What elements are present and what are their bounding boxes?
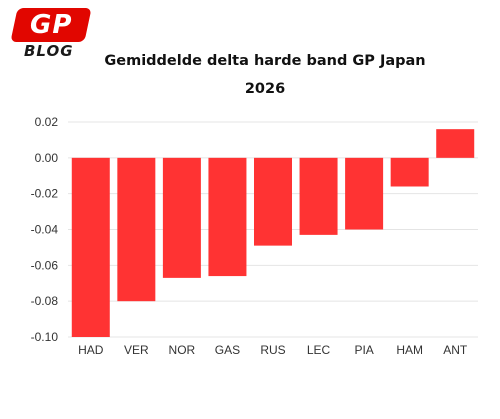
x-tick-label: LEC <box>307 343 331 357</box>
y-tick-label: -0.10 <box>31 330 59 344</box>
x-tick-label: RUS <box>260 343 285 357</box>
bar-gas <box>208 157 247 277</box>
y-tick-label: -0.02 <box>31 187 59 201</box>
bar-lec <box>299 157 338 235</box>
bar-ant <box>436 129 475 158</box>
logo-wordmark: BLOG <box>24 42 74 60</box>
gp-blog-logo: GP BLOG <box>10 8 92 60</box>
bar-had <box>71 157 110 337</box>
bar-rus <box>254 157 292 246</box>
x-tick-label: HAM <box>396 343 423 357</box>
y-tick-label: -0.04 <box>31 223 59 237</box>
x-tick-label: HAD <box>78 343 104 357</box>
x-tick-label: GAS <box>215 343 240 357</box>
y-tick-label: 0.02 <box>35 115 59 129</box>
y-tick-label: -0.06 <box>31 258 59 272</box>
x-tick-label: NOR <box>169 343 196 357</box>
bar-pia <box>345 157 384 230</box>
bar-nor <box>162 157 201 278</box>
y-tick-label: 0.00 <box>35 151 59 165</box>
bar-ham <box>390 157 429 187</box>
x-tick-label: PIA <box>354 343 373 357</box>
bar-ver <box>117 157 156 302</box>
y-tick-label: -0.08 <box>31 294 59 308</box>
x-tick-label: ANT <box>443 343 468 357</box>
x-tick-label: VER <box>124 343 149 357</box>
chart-title: Gemiddelde delta harde band GP Japan <box>104 53 426 69</box>
chart-subtitle: 2026 <box>244 81 286 97</box>
